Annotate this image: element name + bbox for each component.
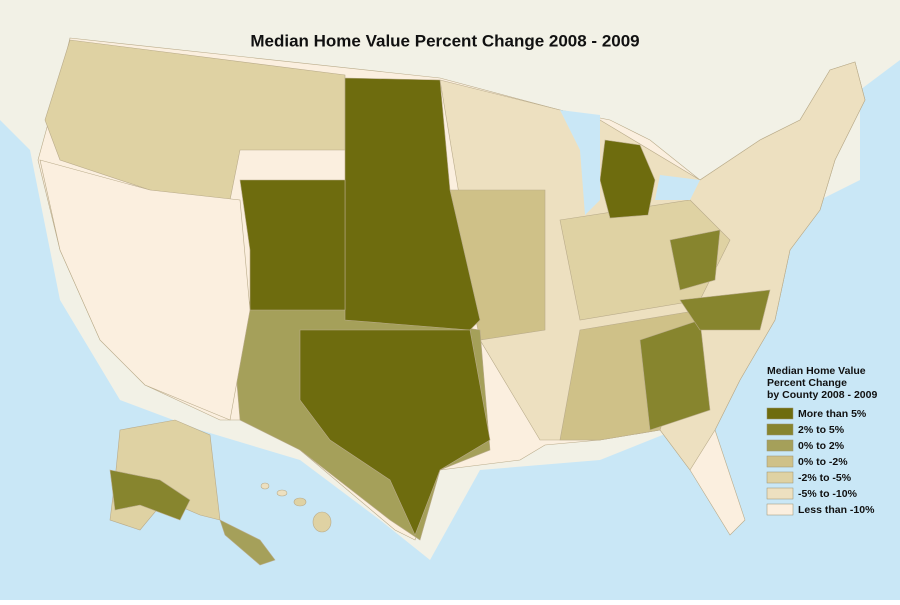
region-alaska-south [109,469,191,521]
lake-michigan [560,110,600,215]
hawaii-oahu [276,489,288,497]
region-carolina [679,289,771,331]
map-title: Median Home Value Percent Change 2008 - … [250,31,639,50]
hawaii-big-island [312,511,332,533]
hawaii-kauai [260,482,270,490]
legend-swatch [766,455,794,468]
region-great-plains [344,77,481,331]
legend-label: -5% to -10% [798,488,858,500]
region-alaska-panhandle [219,519,276,566]
legend-label: Less than -10% [798,504,875,516]
region-georgia [639,319,711,431]
lake-erie [655,175,700,200]
legend-swatch [766,503,794,516]
legend-swatch [766,471,794,484]
region-texas [299,329,491,536]
legend-swatch [766,487,794,500]
region-west [39,159,251,421]
hawaii-maui [293,497,307,507]
region-colorado [239,179,346,311]
legend-label: More than 5% [798,408,867,420]
region-west-virginia [669,229,721,291]
legend-swatch [766,423,794,436]
legend-label: -2% to -5% [798,472,852,484]
legend-title: by County 2008 - 2009 [767,389,877,401]
legend-title: Percent Change [767,377,847,389]
legend-label: 0% to -2% [798,456,848,468]
legend-label: 0% to 2% [798,440,845,452]
legend-swatch [766,439,794,452]
legend-label: 2% to 5% [798,424,845,436]
canada [560,0,900,180]
legend-title: Median Home Value [767,365,866,377]
legend-swatch [766,407,794,420]
